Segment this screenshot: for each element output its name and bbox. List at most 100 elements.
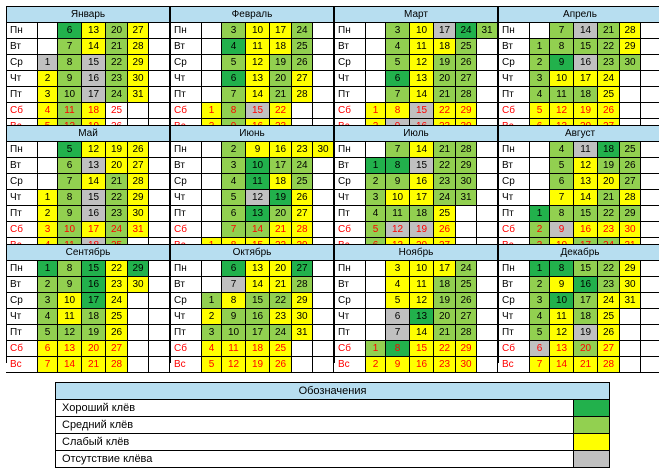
day-cell: 8 — [58, 55, 82, 71]
day-cell: 21 — [574, 357, 598, 373]
month-block: Апрель Пн 7 14 21 28 Вт 1 8 15 22 29 Ср 2 9 16 23 30 Чт 3 10… — [498, 6, 659, 135]
month-title: Июль — [334, 125, 498, 142]
weekday-label: Вс — [6, 357, 38, 373]
day-cell — [202, 190, 222, 206]
day-cell — [477, 357, 498, 373]
day-cell: 23 — [106, 277, 128, 293]
day-cell: 25 — [456, 39, 477, 55]
day-cell — [313, 174, 334, 190]
day-cell: 10 — [246, 158, 270, 174]
weekday-label: Чт — [498, 309, 530, 325]
day-cell: 28 — [292, 277, 313, 293]
day-cell — [366, 277, 386, 293]
day-cell: 20 — [270, 206, 292, 222]
day-cell — [202, 174, 222, 190]
weekday-label: Сб — [498, 103, 530, 119]
day-cell: 9 — [386, 357, 410, 373]
day-cell: 14 — [550, 357, 574, 373]
day-cell: 9 — [58, 71, 82, 87]
weekday-label: Пн — [6, 23, 38, 39]
weekday-label: Чт — [498, 71, 530, 87]
day-cell: 10 — [410, 23, 434, 39]
day-cell: 16 — [82, 206, 106, 222]
day-cell: 13 — [410, 309, 434, 325]
weekday-label: Ср — [334, 55, 366, 71]
day-cell: 18 — [574, 309, 598, 325]
month-title: Январь — [6, 6, 170, 23]
day-cell: 16 — [574, 55, 598, 71]
day-cell — [202, 277, 222, 293]
day-cell: 15 — [82, 261, 106, 277]
day-cell — [313, 158, 334, 174]
day-cell: 22 — [434, 158, 456, 174]
day-cell — [149, 357, 170, 373]
day-cell: 3 — [38, 222, 58, 238]
day-cell: 23 — [106, 206, 128, 222]
day-cell: 15 — [574, 39, 598, 55]
day-cell: 16 — [410, 357, 434, 373]
day-cell: 4 — [366, 206, 386, 222]
day-cell — [149, 293, 170, 309]
day-cell — [366, 39, 386, 55]
day-cell: 23 — [434, 174, 456, 190]
day-cell: 3 — [202, 325, 222, 341]
day-cell: 26 — [106, 325, 128, 341]
day-cell: 13 — [58, 341, 82, 357]
weekday-label: Сб — [334, 103, 366, 119]
day-cell: 31 — [620, 293, 641, 309]
weekday-label: Вт — [498, 277, 530, 293]
day-cell: 31 — [456, 190, 477, 206]
day-cell: 8 — [550, 261, 574, 277]
day-cell: 18 — [270, 39, 292, 55]
day-cell: 11 — [574, 142, 598, 158]
weekday-label: Вт — [498, 158, 530, 174]
day-cell: 29 — [620, 261, 641, 277]
day-cell: 20 — [574, 341, 598, 357]
day-cell: 21 — [270, 222, 292, 238]
month-block: Октябрь Пн 6 13 20 27 Вт 7 14 21 28 Ср 1 8 15 22 29 Чт 2 9 1… — [170, 244, 334, 373]
day-cell — [128, 103, 149, 119]
day-cell: 5 — [58, 142, 82, 158]
day-cell: 4 — [530, 309, 550, 325]
day-cell: 1 — [38, 261, 58, 277]
day-cell: 29 — [292, 293, 313, 309]
day-cell: 14 — [574, 23, 598, 39]
month-title: Февраль — [170, 6, 334, 23]
day-cell — [456, 222, 477, 238]
day-cell: 28 — [456, 142, 477, 158]
day-cell: 12 — [82, 142, 106, 158]
day-cell: 30 — [128, 206, 149, 222]
day-cell: 2 — [222, 142, 246, 158]
day-cell — [149, 158, 170, 174]
day-cell: 25 — [620, 142, 641, 158]
day-cell: 7 — [386, 325, 410, 341]
day-cell — [620, 87, 641, 103]
day-cell: 27 — [598, 341, 620, 357]
weekday-label: Вт — [334, 277, 366, 293]
weekday-label: Чт — [6, 71, 38, 87]
day-cell: 17 — [434, 261, 456, 277]
day-cell: 3 — [366, 190, 386, 206]
day-cell — [641, 190, 659, 206]
day-cell: 30 — [620, 55, 641, 71]
weekday-label: Пн — [334, 142, 366, 158]
day-cell: 1 — [202, 103, 222, 119]
day-cell: 11 — [58, 103, 82, 119]
day-cell: 23 — [292, 142, 313, 158]
day-cell — [128, 341, 149, 357]
day-cell: 8 — [386, 103, 410, 119]
day-cell: 26 — [620, 158, 641, 174]
day-cell — [128, 293, 149, 309]
day-cell: 8 — [550, 206, 574, 222]
day-cell: 24 — [598, 293, 620, 309]
weekday-label: Пн — [498, 142, 530, 158]
weekday-label: Вт — [170, 39, 202, 55]
day-cell: 1 — [38, 55, 58, 71]
day-cell: 1 — [38, 190, 58, 206]
day-cell: 22 — [598, 206, 620, 222]
day-cell: 23 — [598, 277, 620, 293]
day-cell: 29 — [128, 190, 149, 206]
day-cell — [149, 55, 170, 71]
weekday-label: Ср — [498, 55, 530, 71]
weekday-label: Пт — [6, 206, 38, 222]
